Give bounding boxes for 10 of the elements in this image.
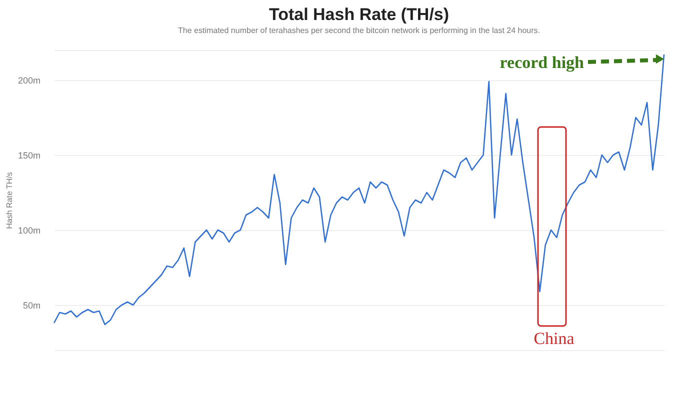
y-tick-label: 100m <box>18 226 40 236</box>
line-series <box>53 54 665 326</box>
annotation: China <box>534 329 575 348</box>
chart-title: Total Hash Rate (TH/s) <box>268 5 450 24</box>
y-tick-label: 50m <box>22 300 40 310</box>
annotation: record high <box>500 53 585 72</box>
y-tick-label: 150m <box>18 150 40 160</box>
y-axis-title: Hash Rate TH/s <box>4 172 14 229</box>
y-tick-label: 200m <box>18 76 40 86</box>
chart-subtitle: The estimated number of terahashes per second the bitcoin network is performing in the last 24 hours. <box>178 26 540 35</box>
